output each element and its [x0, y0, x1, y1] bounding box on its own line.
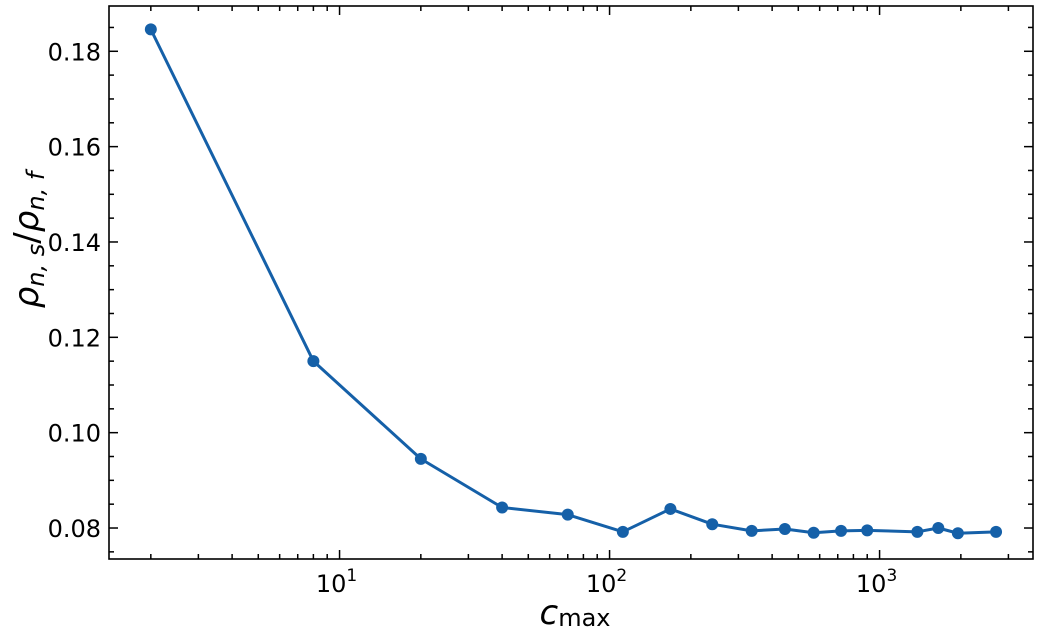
- data-point: [307, 355, 320, 368]
- y-tick-label: 0.18: [48, 38, 101, 66]
- y-tick-label: 0.16: [48, 134, 101, 162]
- y-tick-label: 0.10: [48, 420, 101, 448]
- data-point: [706, 518, 719, 531]
- y-axis-label: ρn, s/ρn, f: [7, 168, 50, 308]
- plot-frame: [108, 5, 1034, 560]
- y-tick-label: 0.08: [48, 515, 101, 543]
- x-tick-label: 102: [586, 566, 627, 598]
- x-tick-label: 103: [856, 566, 897, 598]
- data-point: [745, 524, 758, 537]
- labels-layer: 101 102 103 0.08 0.10 0.12 0.14 0.16 0.18: [48, 38, 898, 598]
- data-point: [144, 23, 157, 36]
- data-point: [951, 527, 964, 540]
- data-point: [835, 524, 848, 537]
- data-point: [932, 522, 945, 535]
- y-tick-label: 0.14: [48, 229, 101, 257]
- data-point: [807, 526, 820, 539]
- data-point: [911, 525, 924, 538]
- x-axis-label: cmax: [540, 593, 611, 633]
- series-line: [149, 28, 997, 535]
- data-point: [616, 525, 629, 538]
- x-tick-label: 101: [316, 566, 357, 598]
- data-point: [778, 522, 791, 535]
- data-point: [861, 524, 874, 537]
- data-point: [496, 501, 509, 514]
- data-point: [414, 452, 427, 465]
- y-tick-label: 0.12: [48, 324, 101, 352]
- data-point: [664, 502, 677, 515]
- series-layer: [144, 23, 1003, 540]
- data-point: [990, 525, 1003, 538]
- data-point: [561, 508, 574, 521]
- ticks-layer: [109, 6, 1033, 559]
